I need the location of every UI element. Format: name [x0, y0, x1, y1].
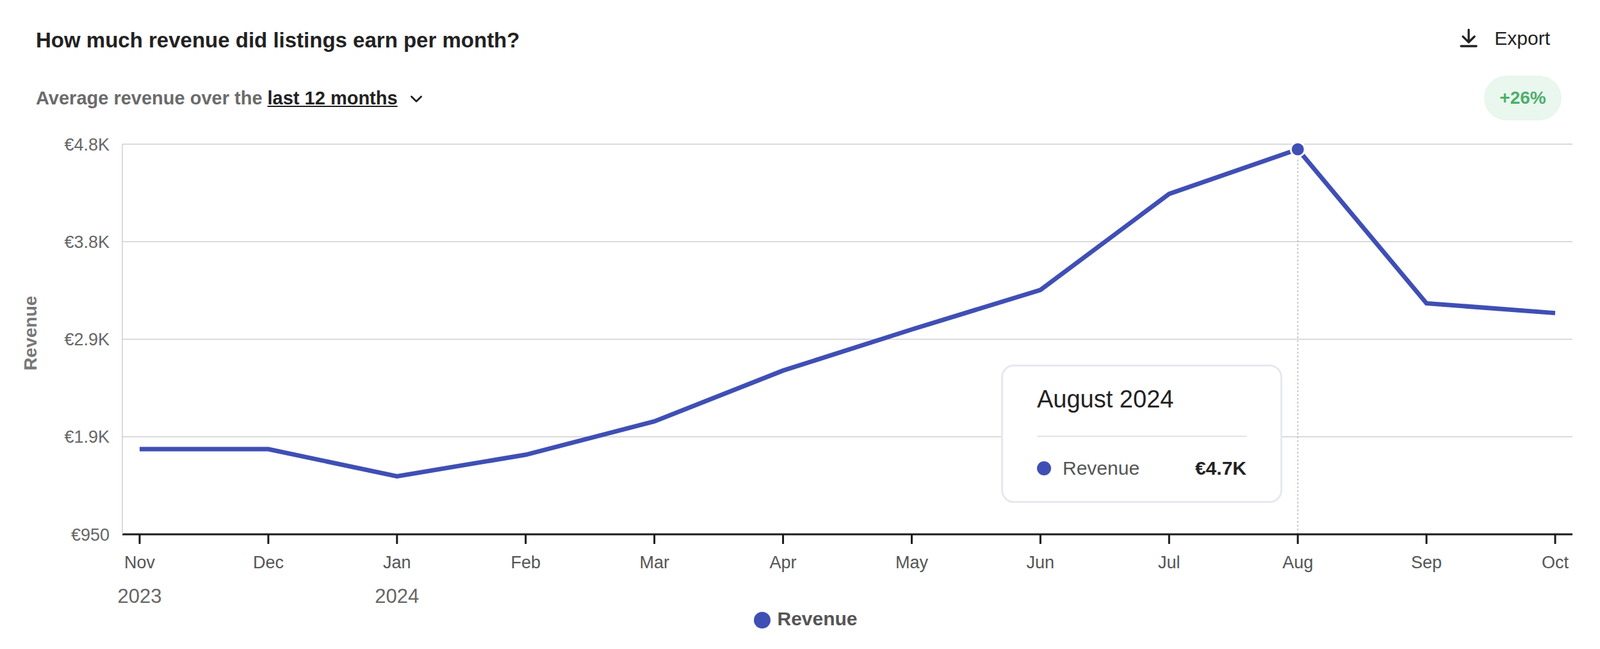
svg-text:Dec: Dec: [253, 552, 284, 572]
html-text:Revenue: Revenue: [1062, 457, 1140, 479]
svg-text:2024: 2024: [374, 584, 419, 608]
svg-text:Oct: Oct: [1541, 552, 1570, 572]
html-text:How much revenue did listings: How much revenue did listings earn per m…: [35, 28, 520, 52]
html-text:Export: Export: [1494, 27, 1551, 49]
svg-text:2023: 2023: [117, 584, 163, 608]
svg-text:€4.8K: €4.8K: [64, 135, 110, 155]
svg-text:Aug: Aug: [1282, 552, 1314, 572]
svg-text:€950: €950: [71, 525, 110, 545]
svg-text:May: May: [895, 552, 929, 572]
html-text:Revenue: Revenue: [20, 295, 41, 371]
svg-text:Jun: Jun: [1026, 552, 1055, 572]
svg-text:Mar: Mar: [639, 552, 670, 572]
html-text:€4.7K: €4.7K: [1195, 457, 1247, 479]
svg-text:Nov: Nov: [124, 552, 156, 572]
svg-text:€3.8K: €3.8K: [64, 232, 110, 252]
html-text:Average revenue over the last: Average revenue over the last 12 months: [35, 87, 398, 109]
html-text:+26%: +26%: [1499, 87, 1547, 108]
html-text:August 2024: August 2024: [1036, 385, 1174, 413]
svg-text:Jan: Jan: [383, 552, 412, 572]
svg-text:Sep: Sep: [1411, 552, 1442, 572]
html-text:Revenue: Revenue: [777, 607, 858, 629]
svg-text:€2.9K: €2.9K: [64, 329, 110, 350]
svg-text:Feb: Feb: [510, 552, 541, 572]
svg-text:Apr: Apr: [769, 552, 797, 572]
svg-text:€1.9K: €1.9K: [64, 427, 110, 447]
svg-text:Jul: Jul: [1158, 552, 1181, 572]
